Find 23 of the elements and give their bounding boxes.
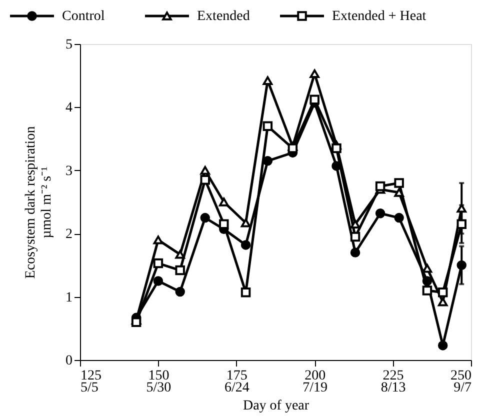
- x-tick-label: 250: [450, 368, 472, 384]
- x-tick-label: 150: [148, 368, 170, 384]
- y-tick-label: 1: [66, 290, 72, 306]
- x-axis-title: Day of year: [242, 398, 310, 414]
- x2-tick-label: 8/13: [380, 380, 406, 396]
- x2-tick-label: 5/5: [80, 380, 98, 396]
- x2-tick-label: 6/24: [224, 380, 250, 396]
- x2-tick-label: 7/19: [302, 380, 328, 396]
- y-tick-label: 2: [66, 227, 72, 242]
- legend-label: Control: [62, 9, 105, 24]
- x2-tick-label: 9/7: [454, 380, 472, 396]
- y-tick-label: 5: [66, 38, 72, 52]
- x-tick-label: 175: [226, 368, 248, 384]
- x-tick-label: 200: [304, 368, 326, 384]
- y-tick-label: 4: [66, 100, 72, 116]
- y-tick-label: 3: [66, 164, 72, 179]
- x-tick-label: 225: [382, 368, 404, 384]
- legend-label: Extended: [197, 9, 250, 24]
- legend-label: Extended + Heat: [332, 9, 426, 24]
- x2-tick-label: 5/30: [146, 380, 172, 396]
- y-tick-label: 0: [66, 354, 72, 368]
- y-axis-title: Ecosystem dark respiration µmol m⁻² s⁻¹: [24, 126, 54, 279]
- x-tick-label: 125: [80, 368, 102, 384]
